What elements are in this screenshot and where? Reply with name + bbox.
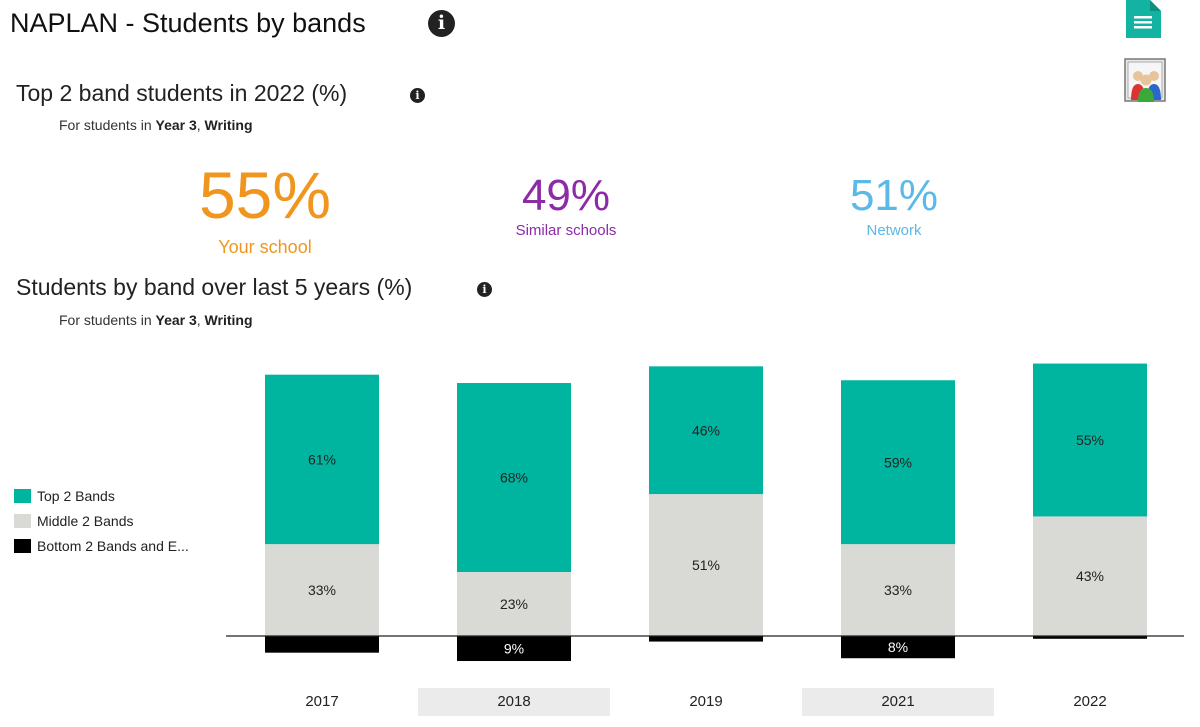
bar-middle-2-bands-2021[interactable] bbox=[841, 544, 955, 636]
bar-top-2-bands-2019[interactable] bbox=[649, 366, 763, 495]
kpi-your-school-value: 55% bbox=[198, 158, 332, 232]
kpi-network-label: Network bbox=[866, 222, 922, 239]
x-tick-label-2019[interactable]: 2019 bbox=[689, 693, 722, 710]
data-label-top-2-bands-2019: 46% bbox=[692, 422, 720, 438]
bar-bottom-2-bands-and-e-2019[interactable] bbox=[649, 636, 763, 642]
bar-bottom-2-bands-and-e-2018[interactable] bbox=[457, 636, 571, 662]
x-tick-label-2018[interactable]: 2018 bbox=[497, 693, 530, 710]
kpi-similar-schools-value: 49% bbox=[521, 171, 611, 220]
category-highlight-2021[interactable] bbox=[802, 688, 994, 716]
data-label-middle-2-bands-2017: 33% bbox=[308, 582, 336, 598]
legend-item-bottom-2-bands[interactable]: Bottom 2 Bands and E... bbox=[14, 537, 189, 555]
page-title: NAPLAN - Students by bands bbox=[10, 8, 366, 38]
category-highlight-2018[interactable] bbox=[418, 688, 610, 716]
legend-swatch bbox=[14, 539, 31, 553]
data-label-top-2-bands-2022: 55% bbox=[1076, 432, 1104, 448]
data-label-top-2-bands-2017: 61% bbox=[308, 451, 336, 467]
top2-filter: For students in Year 3, Writing bbox=[59, 117, 253, 133]
bar-top-2-bands-2022[interactable] bbox=[1033, 363, 1147, 517]
bar-bottom-2-bands-and-e-2017[interactable] bbox=[265, 636, 379, 653]
bar-middle-2-bands-2018[interactable] bbox=[457, 572, 571, 636]
legend-item-middle-2-bands[interactable]: Middle 2 Bands bbox=[14, 512, 134, 530]
data-label-middle-2-bands-2018: 23% bbox=[500, 596, 528, 612]
x-tick-label-2021[interactable]: 2021 bbox=[881, 693, 914, 710]
bands-filter: For students in Year 3, Writing bbox=[59, 312, 253, 328]
kpi-network-value: 51% bbox=[849, 171, 939, 220]
bar-bottom-2-bands-and-e-2022[interactable] bbox=[1033, 636, 1147, 639]
data-label-top-2-bands-2018: 68% bbox=[500, 470, 528, 486]
kpi-your-school-label: Your school bbox=[218, 237, 312, 257]
bar-middle-2-bands-2019[interactable] bbox=[649, 494, 763, 636]
bar-bottom-2-bands-and-e-2021[interactable] bbox=[841, 636, 955, 659]
kpi-similar-schools-label: Similar schools bbox=[515, 222, 617, 239]
bar-middle-2-bands-2022[interactable] bbox=[1033, 516, 1147, 636]
bands-info-icon[interactable]: i bbox=[477, 282, 492, 297]
data-label-bottom-2-bands-and-e-2021: 8% bbox=[888, 639, 908, 655]
top2-heading: Top 2 band students in 2022 (%) bbox=[16, 80, 348, 106]
x-tick-label-2022[interactable]: 2022 bbox=[1073, 693, 1106, 710]
student-group-icon[interactable] bbox=[1122, 56, 1170, 104]
document-icon[interactable] bbox=[1126, 0, 1161, 38]
legend-item-top-2-bands[interactable]: Top 2 Bands bbox=[14, 487, 115, 505]
data-label-middle-2-bands-2022: 43% bbox=[1076, 568, 1104, 584]
bar-top-2-bands-2018[interactable] bbox=[457, 383, 571, 573]
x-tick-label-2017[interactable]: 2017 bbox=[305, 693, 338, 710]
data-label-middle-2-bands-2021: 33% bbox=[884, 582, 912, 598]
bands-heading: Students by band over last 5 years (%) bbox=[16, 274, 413, 300]
bar-top-2-bands-2017[interactable] bbox=[265, 374, 379, 545]
bar-middle-2-bands-2017[interactable] bbox=[265, 544, 379, 636]
data-label-bottom-2-bands-and-e-2018: 9% bbox=[504, 641, 524, 657]
info-icon[interactable]: i bbox=[428, 10, 455, 37]
bar-top-2-bands-2021[interactable] bbox=[841, 380, 955, 545]
data-label-top-2-bands-2021: 59% bbox=[884, 454, 912, 470]
data-label-middle-2-bands-2019: 51% bbox=[692, 557, 720, 573]
legend-swatch bbox=[14, 514, 31, 528]
legend-swatch bbox=[14, 489, 31, 503]
top2-info-icon[interactable]: i bbox=[410, 88, 425, 103]
